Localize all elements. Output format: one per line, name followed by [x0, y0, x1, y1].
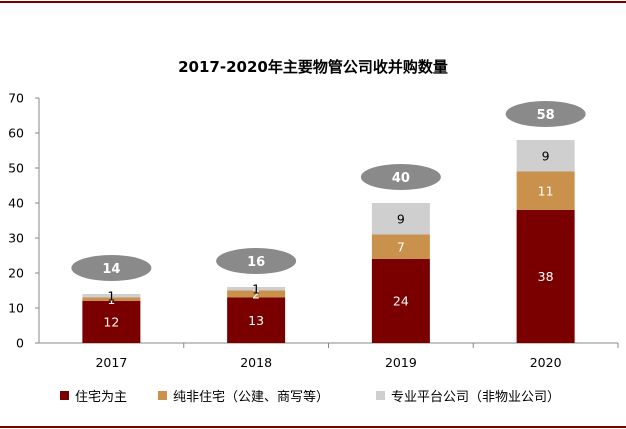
bar-segment: [82, 297, 141, 301]
data-label: 9: [542, 148, 550, 163]
bar-segment: [516, 140, 575, 172]
data-label: 38: [538, 269, 554, 284]
y-tick-label: 10: [8, 301, 24, 316]
data-label: 7: [397, 239, 405, 254]
legend-swatch: [158, 391, 167, 400]
legend-swatch: [376, 391, 385, 400]
legend-item-non-residential: 纯非住宅（公建、商写等）: [158, 386, 329, 405]
bar-segment: [227, 290, 286, 298]
data-label: 11: [538, 183, 554, 198]
y-tick-label: 0: [16, 336, 24, 351]
bar-segment: [82, 294, 141, 298]
data-label: 1: [252, 281, 260, 296]
top-border: [0, 1, 626, 3]
chart-title: 2017-2020年主要物管公司收并购数量: [178, 58, 448, 76]
y-tick-label: 50: [8, 161, 24, 176]
legend-label: 住宅为主: [75, 390, 128, 405]
x-tick-label: 2019: [385, 355, 417, 370]
total-callout: [216, 248, 297, 274]
y-tick-label: 30: [8, 231, 24, 246]
legend-label: 纯非住宅（公建、商写等）: [173, 390, 330, 405]
bar-segment: [227, 287, 286, 291]
bar-segment: [516, 210, 575, 343]
x-tick-label: 2018: [240, 355, 272, 370]
data-label: 1: [107, 292, 115, 307]
bar-segment: [227, 297, 286, 343]
total-callout: [360, 164, 441, 190]
bar-segment: [371, 259, 430, 343]
y-tick-label: 20: [8, 266, 24, 281]
legend-swatch: [60, 391, 69, 400]
y-tick-label: 60: [8, 126, 24, 141]
data-label: 24: [393, 294, 409, 309]
bar-segment: [82, 301, 141, 343]
bar-segment: [371, 203, 430, 235]
legend-label: 专业平台公司（非物业公司）: [391, 390, 561, 405]
data-label: 1: [107, 288, 115, 303]
data-label: 2: [252, 287, 260, 302]
total-label: 40: [392, 171, 410, 186]
bar-segment: [371, 234, 430, 259]
total-callout: [71, 255, 152, 281]
legend-item-residential: 住宅为主: [60, 386, 127, 405]
total-label: 14: [102, 262, 120, 277]
x-tick-label: 2017: [95, 355, 127, 370]
y-tick-label: 70: [8, 91, 24, 106]
bar-segment: [516, 171, 575, 210]
data-label: 12: [103, 315, 119, 330]
total-label: 16: [247, 255, 265, 270]
data-label: 9: [397, 211, 405, 226]
legend: 住宅为主 纯非住宅（公建、商写等） 专业平台公司（非物业公司）: [60, 386, 620, 406]
legend-item-platform: 专业平台公司（非物业公司）: [376, 386, 560, 405]
total-callout: [505, 101, 586, 127]
data-label: 13: [248, 313, 264, 328]
bottom-border: [0, 426, 626, 428]
y-tick-label: 40: [8, 196, 24, 211]
total-label: 58: [537, 108, 555, 123]
x-tick-label: 2020: [530, 355, 562, 370]
